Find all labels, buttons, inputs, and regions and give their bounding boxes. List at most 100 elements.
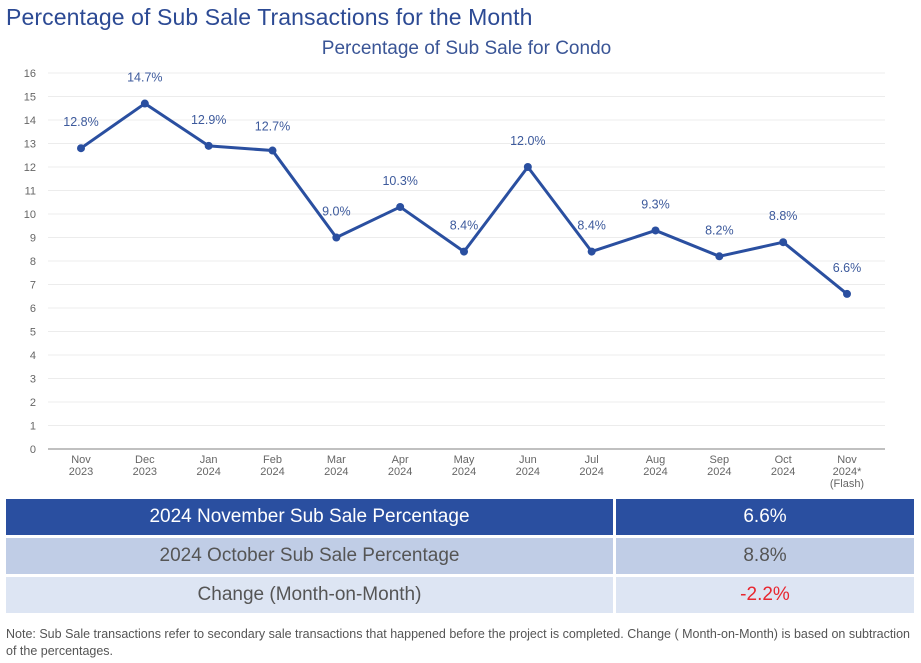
series-points xyxy=(77,99,851,298)
y-tick-label: 16 xyxy=(24,68,36,80)
y-tick-label: 11 xyxy=(25,186,36,198)
series-lines xyxy=(80,102,848,296)
data-label: 9.0% xyxy=(322,205,351,219)
y-tick-label: 13 xyxy=(24,139,36,151)
gridlines xyxy=(48,72,885,426)
x-tick-line: (Flash) xyxy=(830,478,864,490)
data-point xyxy=(523,163,532,171)
chart-title: Percentage of Sub Sale for Condo xyxy=(321,38,612,59)
x-tick-label: Jan 2024 xyxy=(196,454,220,478)
data-label: 12.8% xyxy=(63,115,98,129)
x-tick-line: 2024* xyxy=(833,466,862,478)
footnote: Note: Sub Sale transactions refer to sec… xyxy=(6,627,910,658)
x-tick-line: 2024 xyxy=(452,466,476,478)
y-tick-label: 1 xyxy=(30,421,36,433)
x-tick-line: Mar xyxy=(327,454,346,466)
data-labels: 12.8% 14.7% 12.9% 12.7% 9.0% 10.3% 8.4% 12.0% 8.… xyxy=(63,71,861,275)
data-point xyxy=(587,247,596,256)
y-tick-label: 7 xyxy=(30,280,36,292)
y-tick-label: 15 xyxy=(24,92,36,104)
x-tick-line: 2024 xyxy=(771,466,795,478)
x-tick-label: Apr 2024 xyxy=(388,454,412,478)
y-tick-label: 12 xyxy=(24,162,36,174)
page-title: Percentage of Sub Sale Transactions for … xyxy=(6,4,533,30)
summary-value: 8.8% xyxy=(616,535,914,574)
data-point xyxy=(651,226,660,235)
data-point xyxy=(77,144,85,153)
data-label: 12.9% xyxy=(191,113,226,127)
data-label: 8.2% xyxy=(705,223,734,237)
data-label: 12.7% xyxy=(255,120,290,134)
y-tick-label: 3 xyxy=(30,374,36,386)
y-tick-label: 10 xyxy=(24,209,36,221)
series-line xyxy=(80,102,848,296)
x-tick-line: Apr xyxy=(392,454,409,466)
summary-row-change: Change (Month-on-Month) -2.2% xyxy=(6,574,914,613)
data-label: 9.3% xyxy=(641,197,670,211)
x-tick-line: Jan xyxy=(200,454,218,466)
x-tick-line: 2024 xyxy=(707,466,731,478)
x-tick-label: Jul 2024 xyxy=(579,454,603,478)
data-point xyxy=(779,238,788,247)
x-tick-line: 2024 xyxy=(260,466,284,478)
y-tick-label: 14 xyxy=(24,115,36,127)
x-tick-line: Nov xyxy=(71,454,91,466)
x-tick-label: Mar 2024 xyxy=(324,454,348,478)
data-label: 6.6% xyxy=(833,261,862,275)
x-tick-label: Oct 2024 xyxy=(771,454,795,478)
summary-label: 2024 October Sub Sale Percentage xyxy=(6,535,616,574)
x-tick-label: May 2024 xyxy=(452,454,476,478)
x-tick-label: Aug 2024 xyxy=(643,454,667,478)
data-point xyxy=(396,202,405,211)
y-tick-label: 5 xyxy=(30,327,36,339)
y-tick-label: 6 xyxy=(30,303,36,315)
x-tick-line: 2024 xyxy=(388,466,412,478)
x-tick-label: Nov 2023 xyxy=(69,454,93,478)
x-tick-line: Oct xyxy=(775,454,792,466)
x-tick-label: Nov 2024* (Flash) xyxy=(830,454,864,490)
data-point xyxy=(715,252,724,261)
summary-row-current: 2024 November Sub Sale Percentage 6.6% xyxy=(6,499,914,535)
data-label: 8.8% xyxy=(769,209,798,223)
y-tick-label: 4 xyxy=(30,350,36,362)
summary-table: 2024 November Sub Sale Percentage 6.6% 2… xyxy=(6,499,914,613)
x-tick-line: 2024 xyxy=(643,466,667,478)
data-point xyxy=(140,99,149,108)
y-tick-label: 0 xyxy=(30,444,36,456)
x-tick-line: May xyxy=(454,454,475,466)
x-tick-line: 2024 xyxy=(196,466,220,478)
chart-title-wrap: Percentage of Sub Sale for Condo xyxy=(0,38,921,60)
x-tick-line: Dec xyxy=(135,454,155,466)
x-tick-line: 2024 xyxy=(579,466,603,478)
summary-label: Change (Month-on-Month) xyxy=(6,574,616,613)
x-tick-line: Feb xyxy=(263,454,282,466)
data-point xyxy=(460,247,468,256)
y-tick-label: 2 xyxy=(30,397,36,409)
y-tick-label: 9 xyxy=(30,233,36,245)
data-label: 10.3% xyxy=(382,174,417,188)
summary-value: 6.6% xyxy=(616,499,914,535)
data-label: 12.0% xyxy=(510,134,545,148)
x-tick-line: Sep xyxy=(710,454,730,466)
x-tick-line: Jun xyxy=(519,454,537,466)
data-label: 8.4% xyxy=(450,219,479,233)
x-tick-line: 2024 xyxy=(516,466,540,478)
data-point xyxy=(843,289,851,298)
data-label: 8.4% xyxy=(577,219,606,233)
summary-label: 2024 November Sub Sale Percentage xyxy=(6,499,616,535)
x-tick-line: Nov xyxy=(837,454,857,466)
x-tick-line: 2023 xyxy=(69,466,93,478)
x-tick-line: Aug xyxy=(646,454,666,466)
x-tick-label: Dec 2023 xyxy=(133,454,157,478)
x-tick-line: 2023 xyxy=(133,466,157,478)
y-tick-label: 8 xyxy=(30,256,36,268)
x-tick-label: Jun 2024 xyxy=(516,454,540,478)
summary-row-previous: 2024 October Sub Sale Percentage 8.8% xyxy=(6,535,914,574)
x-tick-line: Jul xyxy=(585,454,599,466)
x-tick-label: Feb 2024 xyxy=(260,454,284,478)
data-point xyxy=(268,146,277,155)
x-tick-line: 2024 xyxy=(324,466,348,478)
